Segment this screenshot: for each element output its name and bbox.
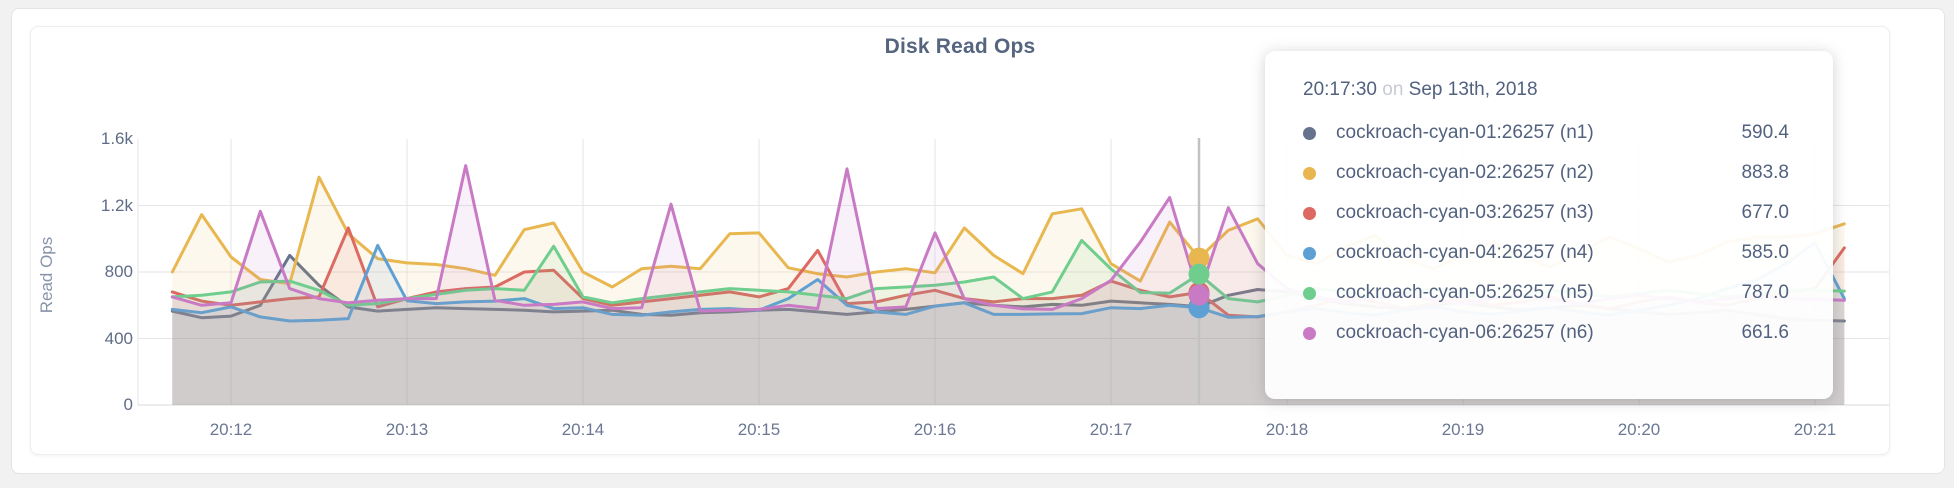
- y-tick-label: 800: [104, 262, 133, 281]
- series-name: cockroach-cyan-04:26257 (n4): [1336, 242, 1594, 263]
- tooltip-row: cockroach-cyan-03:26257 (n3) 677.0: [1303, 193, 1789, 233]
- x-tick-label: 20:18: [1265, 420, 1309, 439]
- metrics-panel: Disk Read Ops Read Ops 0 400 800 1.2k 1.6k 2…: [11, 8, 1945, 474]
- y-tick-label: 0: [123, 395, 133, 414]
- x-tick-label: 20:19: [1441, 420, 1485, 439]
- x-tick-label: 20:15: [737, 420, 781, 439]
- series-name: cockroach-cyan-06:26257 (n6): [1336, 322, 1594, 343]
- series-color-dot-icon: [1303, 206, 1316, 220]
- tooltip-row: cockroach-cyan-06:26257 (n6) 661.6: [1303, 313, 1789, 353]
- x-tick-label: 20:13: [385, 420, 429, 439]
- hover-dot-n6: [1188, 284, 1210, 306]
- x-tick-label: 20:20: [1617, 420, 1661, 439]
- tooltip-row: cockroach-cyan-05:26257 (n5) 787.0: [1303, 273, 1789, 313]
- tooltip-row: cockroach-cyan-01:26257 (n1) 590.4: [1303, 113, 1789, 153]
- series-color-dot-icon: [1303, 166, 1316, 180]
- tooltip-row: cockroach-cyan-02:26257 (n2) 883.8: [1303, 153, 1789, 193]
- x-tick-label: 20:17: [1089, 420, 1133, 439]
- tooltip-row: cockroach-cyan-04:26257 (n4) 585.0: [1303, 233, 1789, 273]
- series-value: 787.0: [1741, 282, 1789, 303]
- series-value: 661.6: [1741, 322, 1789, 343]
- tooltip-date: Sep 13th, 2018: [1408, 79, 1538, 100]
- chart-title: Disk Read Ops: [884, 35, 1036, 58]
- series-color-dot-icon: [1303, 286, 1316, 300]
- series-color-dot-icon: [1303, 246, 1316, 260]
- series-name: cockroach-cyan-03:26257 (n3): [1336, 202, 1594, 223]
- series-name: cockroach-cyan-02:26257 (n2): [1336, 162, 1594, 183]
- series-value: 677.0: [1741, 202, 1789, 223]
- chart-card: Disk Read Ops Read Ops 0 400 800 1.2k 1.6k 2…: [30, 26, 1890, 455]
- series-value: 585.0: [1741, 242, 1789, 263]
- x-tick-label: 20:14: [561, 420, 605, 439]
- x-tick-label: 20:21: [1793, 420, 1837, 439]
- tooltip-legend: cockroach-cyan-01:26257 (n1) 590.4 cockroa…: [1303, 113, 1789, 353]
- tooltip-on-word: on: [1382, 79, 1404, 100]
- hover-dot-n2: [1188, 247, 1210, 269]
- series-color-dot-icon: [1303, 326, 1316, 340]
- y-tick-label: 1.2k: [100, 195, 133, 215]
- series-value: 883.8: [1741, 162, 1789, 183]
- series-name: cockroach-cyan-05:26257 (n5): [1336, 282, 1594, 303]
- hover-dot-n5: [1188, 263, 1210, 285]
- tooltip-header: 20:17:30 on Sep 13th, 2018: [1303, 79, 1789, 101]
- y-tick-label: 1.6k: [100, 129, 133, 148]
- x-tick-label: 20:16: [913, 420, 957, 439]
- series-color-dot-icon: [1303, 126, 1316, 140]
- x-tick-label: 20:12: [209, 420, 253, 439]
- y-tick-label: 400: [104, 328, 133, 348]
- series-name: cockroach-cyan-01:26257 (n1): [1336, 122, 1594, 143]
- hover-tooltip: 20:17:30 on Sep 13th, 2018 cockroach-cya…: [1265, 51, 1833, 399]
- series-value: 590.4: [1741, 122, 1789, 143]
- tooltip-time: 20:17:30: [1303, 79, 1377, 100]
